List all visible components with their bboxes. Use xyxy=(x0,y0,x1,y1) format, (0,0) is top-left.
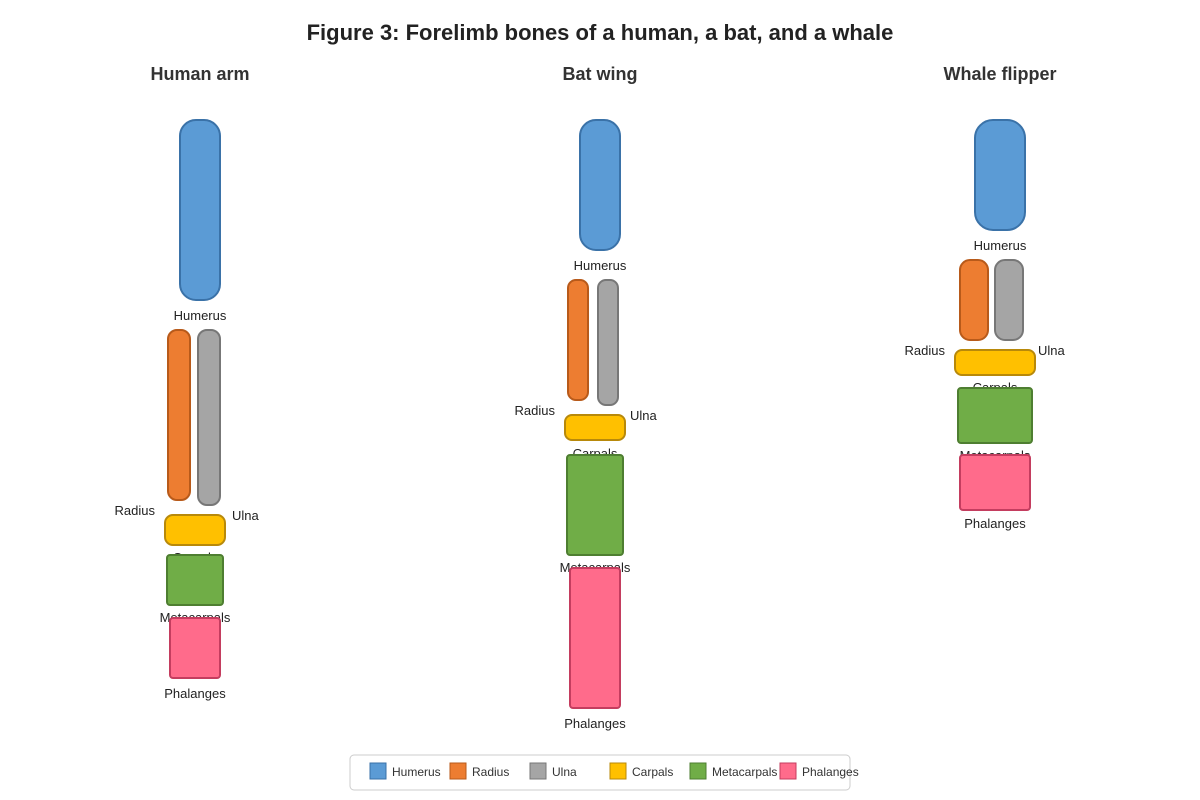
legend-label-humerus: Humerus xyxy=(392,765,441,779)
whale-phalanges-label: Phalanges xyxy=(964,516,1026,531)
bat-radius-label: Radius xyxy=(515,403,556,418)
legend-item-carpals: Carpals xyxy=(609,762,673,780)
whale-phalanges-bone xyxy=(959,454,1031,511)
legend-label-ulna: Ulna xyxy=(552,765,577,779)
legend-swatch-radius xyxy=(449,762,467,780)
legend-item-metacarpals: Metacarpals xyxy=(689,762,777,780)
panel-title-bat: Bat wing xyxy=(563,64,638,84)
legend-label-carpals: Carpals xyxy=(632,765,673,779)
whale-metacarpals-bone xyxy=(957,387,1033,444)
legend-label-radius: Radius xyxy=(472,765,509,779)
legend-swatch-metacarpals xyxy=(689,762,707,780)
legend-item-phalanges: Phalanges xyxy=(779,762,859,780)
whale-radius-bone xyxy=(959,259,989,341)
legend-item-humerus: Humerus xyxy=(369,762,441,780)
bat-metacarpals-bone xyxy=(566,454,624,556)
human-carpals-bone xyxy=(164,514,226,546)
whale-ulna-label: Ulna xyxy=(1038,343,1066,358)
whale-humerus-bone xyxy=(974,119,1026,231)
human-metacarpals-bone xyxy=(166,554,224,606)
human-radius-bone xyxy=(167,329,191,501)
legend: Humerus Radius Ulna Carpals Metacarpals … xyxy=(349,754,859,791)
bat-carpals-bone xyxy=(564,414,626,441)
whale-carpals-bone xyxy=(954,349,1036,376)
legend-label-phalanges: Phalanges xyxy=(802,765,859,779)
bat-humerus-bone xyxy=(579,119,621,251)
panel-bat-wing: Bat wing Humerus Radius Ulna Carpals Met… xyxy=(515,64,658,731)
legend-label-metacarpals: Metacarpals xyxy=(712,765,777,779)
human-radius-label: Radius xyxy=(115,503,156,518)
legend-item-radius: Radius xyxy=(449,762,509,780)
whale-radius-label: Radius xyxy=(905,343,946,358)
human-humerus-label: Humerus xyxy=(174,308,227,323)
panel-title-human: Human arm xyxy=(150,64,249,84)
legend-swatch-phalanges xyxy=(779,762,797,780)
bat-ulna-bone xyxy=(597,279,619,406)
bat-ulna-label: Ulna xyxy=(630,408,658,423)
human-phalanges-label: Phalanges xyxy=(164,686,226,701)
legend-swatch-humerus xyxy=(369,762,387,780)
bat-humerus-label: Humerus xyxy=(574,258,627,273)
legend-swatch-carpals xyxy=(609,762,627,780)
figure-title: Figure 3: Forelimb bones of a human, a b… xyxy=(307,20,894,45)
human-ulna-bone xyxy=(197,329,221,506)
human-phalanges-bone xyxy=(169,617,221,679)
bat-phalanges-bone xyxy=(569,567,621,709)
panel-title-whale: Whale flipper xyxy=(943,64,1056,84)
human-ulna-label: Ulna xyxy=(232,508,260,523)
whale-humerus-label: Humerus xyxy=(974,238,1027,253)
bat-phalanges-label: Phalanges xyxy=(564,716,626,731)
whale-ulna-bone xyxy=(994,259,1024,341)
panel-human-arm: Human arm Humerus Radius Ulna Carpals Me… xyxy=(115,64,260,701)
human-humerus-bone xyxy=(179,119,221,301)
panel-whale-flipper: Whale flipper Humerus Radius Ulna Carpal… xyxy=(905,64,1066,531)
bat-radius-bone xyxy=(567,279,589,401)
legend-item-ulna: Ulna xyxy=(529,762,577,780)
legend-box xyxy=(349,754,851,791)
legend-swatch-ulna xyxy=(529,762,547,780)
